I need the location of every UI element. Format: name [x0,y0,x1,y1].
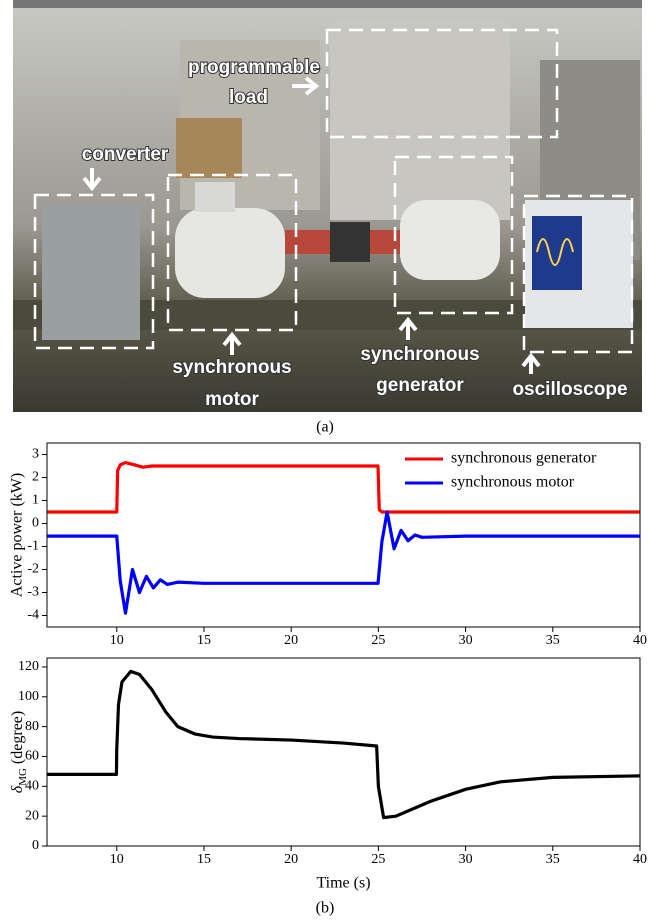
x-tick-label: 35 [546,852,560,867]
x-tick-label: 10 [110,852,124,867]
x-tick-label: 10 [110,633,124,648]
y-axis-label: δMG (degree) [9,711,29,793]
caption: (b) [316,900,335,917]
x-tick-label: 20 [284,633,298,648]
x-tick-label: 30 [459,633,473,648]
label-part: (degree) [9,711,26,768]
x-tick-label: 25 [371,852,385,867]
y-axis-label: Active power (kW) [9,473,26,597]
y-tick-label: -3 [27,585,39,600]
plot-area [47,669,640,820]
y-tick-label: 40 [25,779,39,794]
y-tick-label: -2 [27,562,39,577]
photo-label: load [229,87,268,108]
x-tick-label: 25 [371,633,385,648]
y-tick-label: 100 [18,689,39,704]
x-tick-label: 40 [633,852,647,867]
axes-frame [46,442,641,628]
data-line [47,669,640,820]
photo-label: programmable [188,57,320,78]
y-tick-label: 2 [32,470,39,485]
y-tick-label: 60 [25,749,39,764]
x-tick-label: 40 [633,633,647,648]
y-tick-label: 0 [32,838,39,853]
y-tick-label: -4 [27,608,39,623]
y-tick-label: -1 [27,539,39,554]
photo-label: synchronous [172,357,291,378]
y-tick-label: 20 [25,808,39,823]
x-axis-label: Time (s) [316,875,370,892]
caption: (a) [316,419,334,436]
y-tick-label: 120 [18,659,39,674]
data-line [47,510,640,615]
x-tick-label: 15 [197,633,211,648]
legend-label: synchronous motor [451,474,575,491]
photo: programmable load converter synchronous … [13,0,642,412]
x-tick-label: 15 [197,852,211,867]
plot-area [47,460,640,615]
data-line [47,460,640,514]
label-part: δ [9,785,26,793]
x-tick-label: 30 [459,852,473,867]
y-tick-label: 0 [32,516,39,531]
photo-label: oscilloscope [512,379,627,400]
photo-label: motor [205,389,259,410]
y-tick-label: 80 [25,719,39,734]
y-tick-label: 3 [32,447,39,462]
y-tick-label: 1 [32,493,39,508]
x-tick-label: 20 [284,852,298,867]
photo-label: converter [82,144,169,165]
axes-frame [46,657,641,847]
photo-label: synchronous [360,344,479,365]
legend-label: synchronous generator [451,450,597,467]
x-tick-label: 35 [546,633,560,648]
photo-label: generator [376,375,464,396]
label-part: MG [17,768,29,786]
